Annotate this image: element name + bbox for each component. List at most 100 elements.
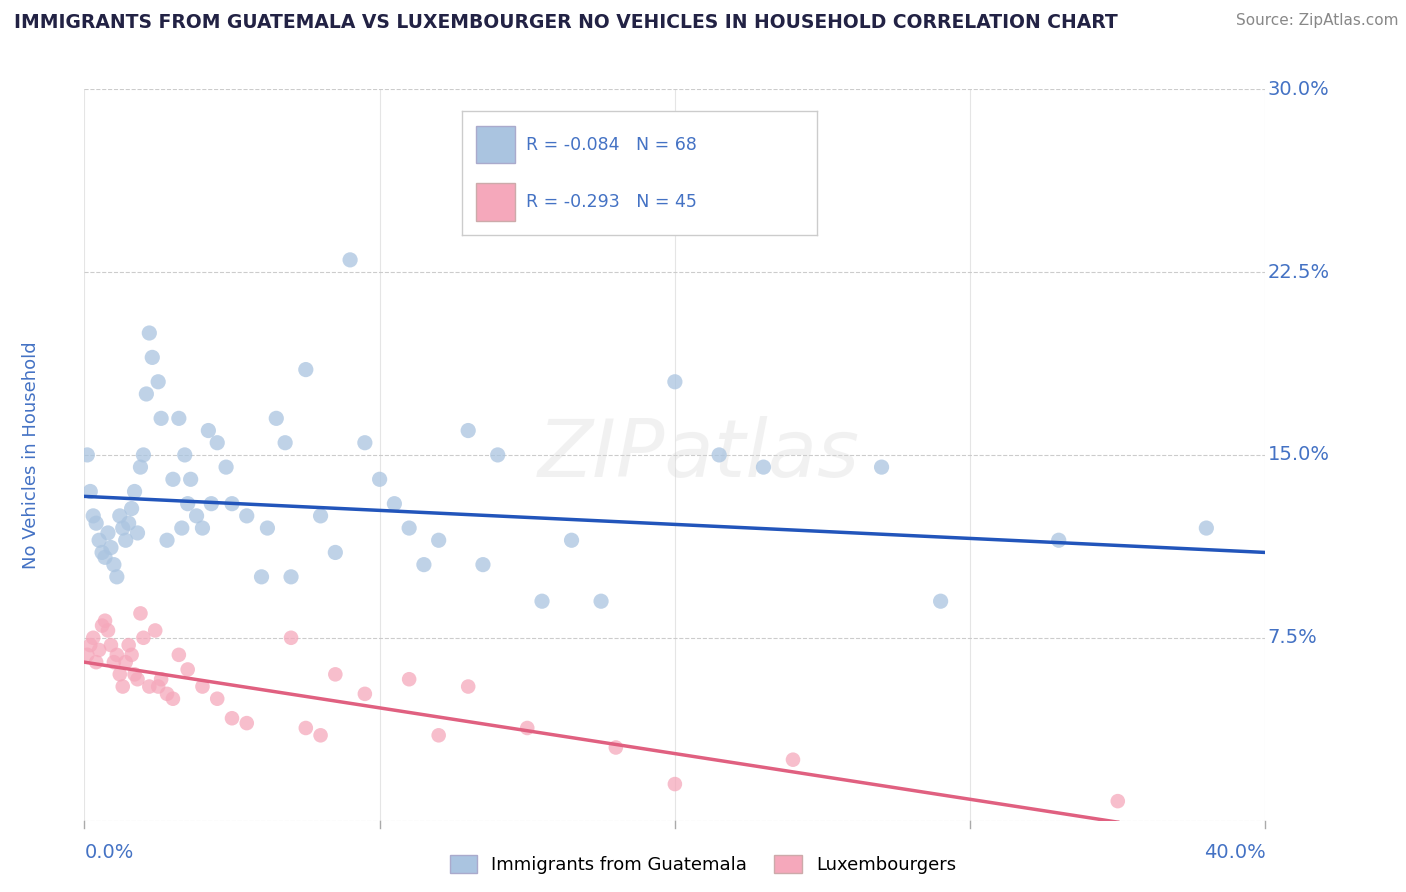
Point [103, 558, 125, 572]
Text: 30.0%: 30.0% [1268, 79, 1330, 99]
Point [103, 655, 125, 669]
Point [79, 638, 101, 652]
Point [413, 558, 436, 572]
Point [709, 448, 731, 462]
Point [138, 326, 160, 340]
Point [323, 545, 347, 559]
Point [111, 521, 134, 535]
Text: ZIPatlas: ZIPatlas [537, 416, 859, 494]
Point [560, 533, 583, 548]
Point [87, 533, 111, 548]
Point [235, 716, 259, 731]
Legend: Immigrants from Guatemala, Luxembourgers: Immigrants from Guatemala, Luxembourgers [441, 846, 965, 883]
Point [309, 508, 332, 523]
Point [180, 472, 202, 486]
Point [124, 484, 146, 499]
Point [427, 533, 450, 548]
Point [200, 497, 222, 511]
Point [295, 362, 318, 376]
Point [100, 541, 122, 555]
Point [148, 375, 170, 389]
Text: No Vehicles in Household: No Vehicles in Household [22, 341, 41, 569]
Point [94, 550, 117, 565]
Point [150, 672, 173, 686]
Point [148, 680, 170, 694]
Point [91, 545, 114, 559]
Point [664, 777, 686, 791]
Point [91, 618, 114, 632]
Point [156, 687, 179, 701]
Point [141, 351, 163, 365]
Point [197, 424, 219, 438]
Point [162, 691, 184, 706]
Point [457, 424, 479, 438]
Point [280, 570, 302, 584]
Point [215, 460, 238, 475]
Point [108, 508, 131, 523]
Point [382, 497, 406, 511]
Point [782, 753, 804, 767]
Point [105, 570, 128, 584]
Point [121, 501, 143, 516]
Text: Source: ZipAtlas.com: Source: ZipAtlas.com [1236, 13, 1399, 29]
Point [368, 472, 391, 486]
Point [97, 525, 120, 540]
Point [129, 460, 152, 475]
Point [516, 721, 538, 735]
Point [1047, 533, 1070, 548]
Point [530, 594, 553, 608]
Point [323, 667, 347, 681]
Point [354, 687, 377, 701]
Point [457, 680, 479, 694]
Text: 0.0%: 0.0% [84, 843, 134, 862]
Text: IMMIGRANTS FROM GUATEMALA VS LUXEMBOURGER NO VEHICLES IN HOUSEHOLD CORRELATION C: IMMIGRANTS FROM GUATEMALA VS LUXEMBOURGE… [14, 13, 1118, 32]
Point [177, 497, 200, 511]
Point [280, 631, 302, 645]
Point [309, 728, 332, 742]
Point [398, 672, 420, 686]
Point [274, 435, 297, 450]
Point [191, 521, 214, 535]
Point [143, 624, 166, 638]
Point [150, 411, 173, 425]
Point [339, 252, 361, 267]
Point [118, 516, 141, 531]
Point [167, 411, 190, 425]
Point [94, 614, 117, 628]
Point [167, 648, 190, 662]
Point [295, 721, 318, 735]
Point [135, 387, 157, 401]
Point [138, 680, 160, 694]
Point [173, 448, 195, 462]
Point [111, 680, 134, 694]
Text: 7.5%: 7.5% [1268, 628, 1317, 648]
Point [472, 558, 495, 572]
Point [605, 740, 627, 755]
Point [97, 624, 120, 638]
Point [129, 607, 152, 621]
Point [82, 508, 104, 523]
Point [124, 667, 146, 681]
Point [170, 521, 193, 535]
Point [100, 638, 122, 652]
Point [132, 631, 155, 645]
Point [84, 655, 107, 669]
Point [132, 448, 155, 462]
Point [118, 638, 141, 652]
Point [427, 728, 450, 742]
Point [264, 411, 288, 425]
Point [127, 525, 149, 540]
Point [664, 375, 686, 389]
Point [84, 516, 107, 531]
Text: 22.5%: 22.5% [1268, 262, 1330, 282]
Point [76, 648, 98, 662]
Point [76, 448, 98, 462]
Point [105, 648, 128, 662]
Point [87, 643, 111, 657]
Point [186, 508, 208, 523]
Point [221, 711, 243, 725]
Point [79, 484, 101, 499]
Text: 15.0%: 15.0% [1268, 445, 1330, 465]
Point [121, 648, 143, 662]
Point [114, 655, 136, 669]
